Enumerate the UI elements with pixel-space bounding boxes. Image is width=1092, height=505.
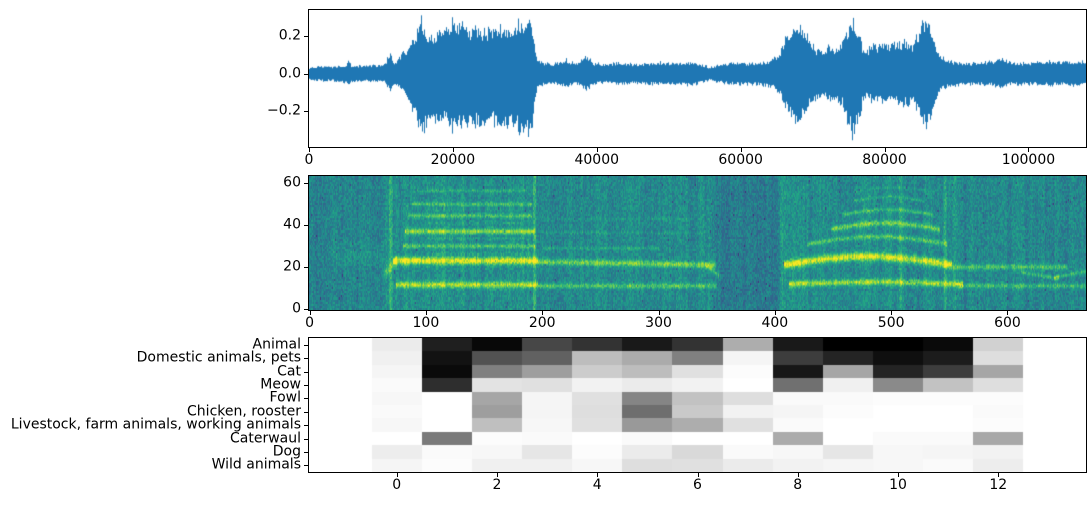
x-tick	[740, 148, 742, 152]
x-tick-label: 20000	[430, 152, 476, 168]
class-label-6: Livestock, farm animals, working animals	[10, 416, 301, 433]
y-tick-label: 0.2	[278, 27, 301, 44]
x-tick-label: 0	[392, 477, 402, 493]
x-tick	[596, 148, 598, 152]
y-tick	[304, 451, 308, 453]
y-tick-label: 40	[283, 216, 301, 233]
y-tick	[304, 465, 308, 467]
x-tick	[309, 311, 311, 315]
y-tick	[304, 411, 308, 413]
x-tick	[898, 473, 900, 477]
y-tick	[304, 308, 308, 310]
x-tick-label: 40000	[574, 152, 620, 168]
y-tick	[304, 225, 308, 227]
scores-axes: 0 2 4 6 8 10 12 Animal Domestic animals, pets Cat…	[11, 336, 1087, 493]
x-tick-label: 400	[761, 315, 789, 331]
scores-canvas	[309, 338, 1086, 472]
x-tick	[542, 311, 544, 315]
x-tick-label: 80000	[862, 152, 907, 168]
y-tick-label: 60	[283, 174, 301, 191]
x-tick	[1007, 311, 1009, 315]
x-tick-label: 200	[528, 315, 556, 331]
class-label-7: Caterwaul	[229, 429, 301, 446]
y-tick	[304, 73, 308, 75]
y-tick	[304, 267, 308, 269]
x-tick-label: 60000	[718, 152, 763, 168]
y-tick	[304, 438, 308, 440]
x-tick	[597, 473, 599, 477]
x-tick	[396, 473, 398, 477]
y-tick	[304, 398, 308, 400]
waveform-axes: 0 20000 40000 60000 80000 100000 0.2 0.0 −0.2	[267, 9, 1087, 168]
x-tick	[496, 473, 498, 477]
spectrogram-canvas	[309, 176, 1086, 310]
y-tick-label: 20	[283, 258, 301, 275]
class-label-3: Meow	[260, 376, 301, 393]
x-tick-label: 600	[994, 315, 1021, 331]
x-tick-label: 4	[592, 477, 602, 493]
x-tick-label: 100000	[1001, 152, 1056, 168]
x-tick	[1028, 148, 1030, 152]
x-tick-label: 0	[304, 152, 314, 168]
x-tick-label: 8	[793, 477, 803, 493]
x-tick-label: 2	[492, 477, 502, 493]
y-tick	[304, 371, 308, 373]
x-tick-label: 100	[412, 315, 440, 331]
y-tick	[304, 344, 308, 346]
y-tick-label: 0.0	[278, 65, 301, 82]
x-tick	[425, 311, 427, 315]
class-label-9: Wild animals	[211, 456, 301, 473]
x-tick	[884, 148, 886, 152]
x-tick	[998, 473, 1000, 477]
class-label-4: Fowl	[269, 389, 301, 406]
y-tick	[304, 36, 308, 38]
x-tick	[891, 311, 893, 315]
y-tick	[304, 183, 308, 185]
y-tick	[304, 425, 308, 427]
waveform-canvas	[309, 10, 1086, 147]
x-tick-label: 300	[645, 315, 672, 331]
x-tick	[658, 311, 660, 315]
x-tick-label: 10	[889, 477, 907, 493]
class-label-5: Chicken, rooster	[187, 402, 301, 419]
x-tick	[697, 473, 699, 477]
class-label-2: Cat	[277, 362, 301, 379]
y-tick	[304, 358, 308, 360]
x-tick	[452, 148, 454, 152]
y-tick-label: 0	[292, 300, 301, 317]
x-tick-label: 500	[877, 315, 905, 331]
y-tick	[304, 384, 308, 386]
class-label-8: Dog	[272, 443, 301, 460]
y-tick-label: −0.2	[267, 102, 301, 119]
x-tick	[797, 473, 799, 477]
x-tick	[774, 311, 776, 315]
x-tick-label: 12	[989, 477, 1008, 493]
x-tick-label: 6	[693, 477, 702, 493]
class-label-0: Animal	[252, 335, 301, 352]
x-tick-label: 0	[305, 315, 315, 331]
spectrogram-axes: 0 100 200 300 400 500 600 0 20 40 60	[283, 175, 1087, 331]
x-tick	[309, 148, 310, 152]
class-label-1: Domestic animals, pets	[136, 349, 301, 366]
y-tick	[304, 111, 308, 113]
